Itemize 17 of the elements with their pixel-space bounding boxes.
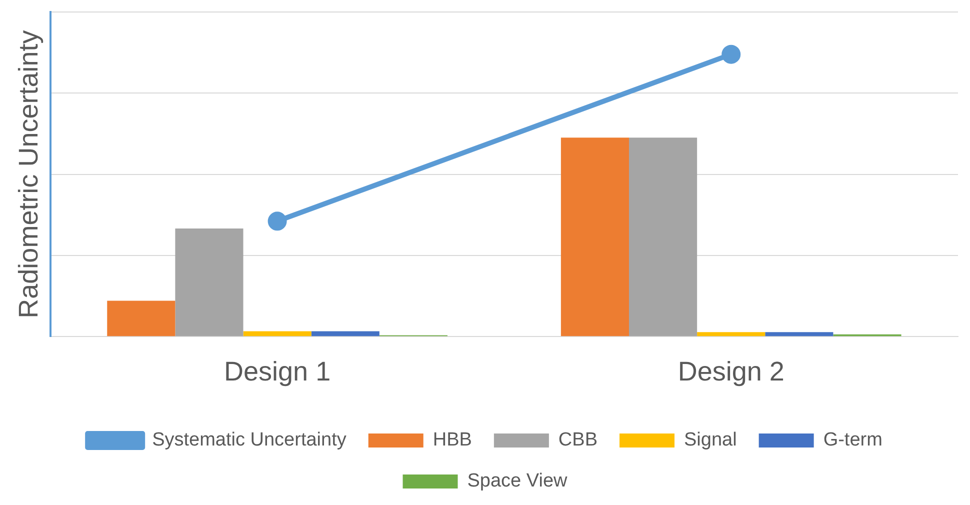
y-axis-title: Radiometric Uncertainty	[14, 30, 44, 318]
legend-label: HBB	[432, 430, 472, 451]
x-tick-label: Design 2	[678, 356, 784, 386]
legend-label: G-term	[823, 430, 882, 451]
bar	[107, 300, 176, 336]
bar	[628, 138, 698, 336]
legend-label: CBB	[558, 430, 598, 451]
bar	[175, 228, 244, 336]
bar	[697, 332, 766, 336]
bar	[311, 331, 380, 336]
x-tick-label: Design 1	[224, 356, 331, 386]
legend-label: Signal	[684, 430, 737, 451]
legend-label: Space View	[467, 470, 568, 492]
bar	[243, 331, 312, 336]
bar	[560, 138, 629, 336]
bar	[765, 332, 834, 336]
legend-label: Systematic Uncertainty	[152, 430, 347, 451]
